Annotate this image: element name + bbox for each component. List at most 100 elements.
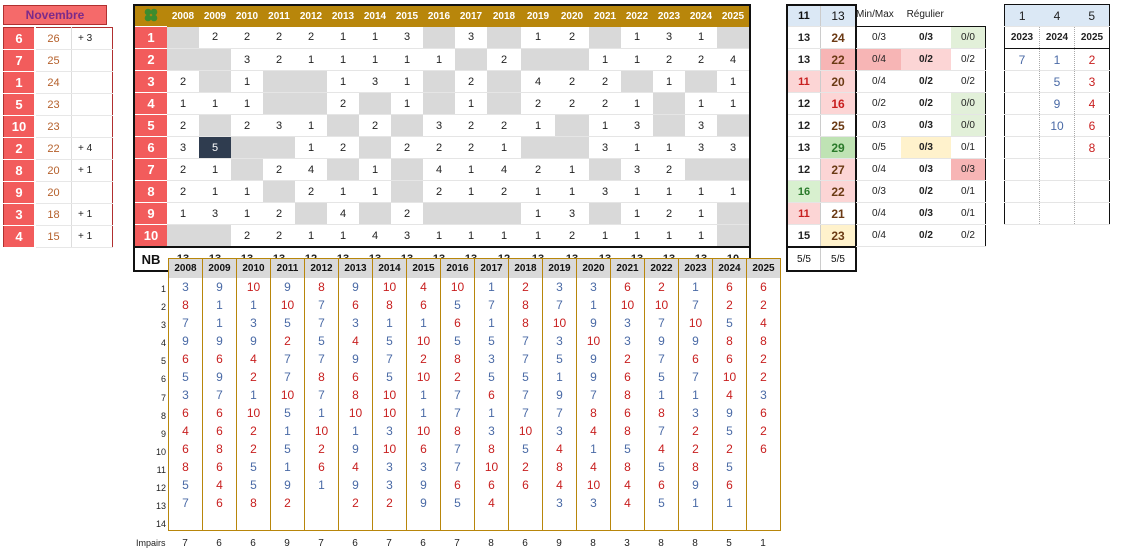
grid-cell [327, 114, 359, 137]
bottom-row-number: 1 [160, 284, 166, 294]
grid-cell: 2 [231, 26, 263, 49]
year-header: 2016 [423, 5, 455, 27]
bottom-cell: 5 [270, 404, 305, 422]
grid-cell [359, 202, 391, 225]
grid-cell [717, 158, 750, 181]
stats-row: 12 27 [787, 158, 856, 181]
left-row-bonus [71, 49, 113, 72]
left-row-bonus [71, 115, 113, 138]
bottom-year-header: 2013 [338, 258, 373, 278]
bottom-row-number: 14 [155, 519, 166, 530]
stats-footer-b: 5/5 [820, 246, 856, 271]
grid-cell: 1 [621, 224, 653, 248]
bottom-cell: 10 [542, 314, 577, 332]
bottom-cell: 8 [168, 458, 203, 476]
grid-cell: 3 [263, 114, 295, 137]
grid-cell [555, 136, 589, 159]
bottom-row-number: 6 [160, 374, 166, 385]
bottom-cell: 9 [338, 476, 373, 494]
bottom-cell: 10 [406, 422, 441, 440]
stats-value-a: 12 [787, 114, 821, 137]
bottom-cell: 4 [406, 278, 441, 296]
left-row-bonus [71, 93, 113, 116]
grid-cell: 1 [621, 26, 653, 49]
grid-cell [423, 26, 455, 49]
year-header: 2014 [359, 5, 391, 27]
bottom-year-header: 2018 [508, 258, 543, 278]
grid-cell [199, 114, 231, 137]
grid-row-label: 7 [134, 158, 167, 181]
bottom-cell: 6 [406, 296, 441, 314]
bottom-cell [338, 512, 373, 531]
grid-cell: 2 [167, 70, 199, 93]
bottom-cell: 5 [474, 368, 509, 386]
bottom-cell: 9 [576, 350, 611, 368]
bottom-cell: 7 [542, 296, 577, 314]
bottom-year-header: 2017 [474, 258, 509, 278]
bottom-cell: 10 [372, 278, 407, 296]
grid-cell: 1 [199, 158, 231, 181]
bottom-cell: 9 [644, 332, 679, 350]
grid-cell: 2 [359, 114, 391, 137]
bottom-cell: 3 [610, 332, 645, 350]
bottom-row: 9 9 9 2 5 4 5 10 5 5 7 3 10 3 9 9 8 8 [168, 332, 781, 350]
bottom-cell: 5 [304, 332, 339, 350]
right-cell [1039, 202, 1075, 225]
bottom-cell: 5 [372, 368, 407, 386]
left-row-bonus: + 3 [71, 27, 113, 50]
stats-row: 11 20 [787, 70, 856, 93]
bottom-cell [678, 512, 713, 531]
bottom-cell: 5 [644, 494, 679, 512]
grid-cell: 1 [521, 114, 555, 137]
grid-cell: 2 [555, 70, 589, 93]
grid-cell [391, 180, 423, 203]
grid-cell: 3 [589, 136, 621, 159]
bottom-row: 8 6 5 1 6 4 3 3 7 10 2 8 4 8 5 8 5 [168, 458, 781, 476]
grid-cell: 2 [167, 158, 199, 181]
grid-cell [555, 48, 589, 71]
bottom-cell: 1 [270, 422, 305, 440]
ratio-value: 0/1 [951, 136, 986, 159]
impairs-value: 9 [284, 537, 290, 549]
grid-cell: 3 [621, 114, 653, 137]
grid-cell: 2 [391, 202, 423, 225]
grid-cell [295, 202, 327, 225]
bottom-cell: 10 [678, 314, 713, 332]
right-year-header: 2024 [1039, 26, 1075, 49]
bottom-cell: 2 [678, 422, 713, 440]
bottom-cell: 5 [236, 476, 271, 494]
bottom-cell: 9 [712, 404, 747, 422]
bottom-cell: 6 [610, 404, 645, 422]
bottom-cell: 3 [542, 332, 577, 350]
minmax-row: 0/3 0/3 0/0 [856, 114, 986, 137]
grid-cell: 1 [327, 26, 359, 49]
bottom-cell: 5 [168, 368, 203, 386]
right-cell: 1 [1039, 48, 1075, 71]
left-row-number: 5 [3, 93, 35, 116]
right-cell: 10 [1039, 114, 1075, 137]
grid-cell: 3 [685, 114, 717, 137]
stats-row: 15 23 [787, 224, 856, 248]
bottom-cell: 10 [372, 404, 407, 422]
grid-cell: 4 [423, 158, 455, 181]
grid-cell: 3 [589, 180, 621, 203]
grid-cell [391, 158, 423, 181]
bottom-cell: 6 [712, 278, 747, 296]
bottom-cell: 6 [474, 386, 509, 404]
bottom-year-header: 2024 [712, 258, 747, 278]
year-header: 2013 [327, 5, 359, 27]
bottom-cell [474, 512, 509, 531]
grid-cell: 1 [653, 180, 685, 203]
right-cell [1004, 70, 1040, 93]
bottom-cell: 8 [610, 386, 645, 404]
grid-cell: 2 [391, 136, 423, 159]
minmax-table: 0/3 0/3 0/0 0/4 0/2 0/2 0/4 0/2 0/2 0/2 0/2 0/0 0/3 0… [856, 26, 986, 247]
grid-cell: 1 [685, 180, 717, 203]
bottom-cell: 6 [746, 440, 781, 458]
left-row-bonus: + 1 [71, 159, 113, 182]
regulier-value: 0/2 [901, 70, 951, 93]
ratio-value: 0/3 [951, 158, 986, 181]
bottom-cell: 5 [270, 314, 305, 332]
minmax-row: 0/3 0/2 0/1 [856, 180, 986, 203]
bottom-cell: 4 [168, 422, 203, 440]
